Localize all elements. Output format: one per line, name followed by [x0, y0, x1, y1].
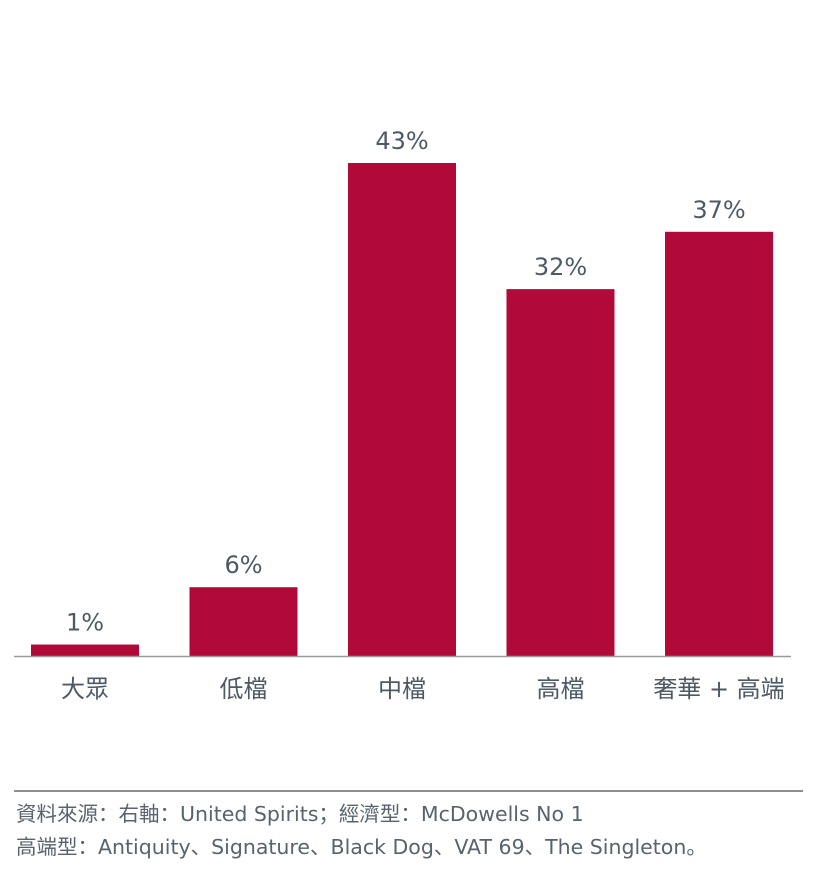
value-label-5: 37%: [692, 196, 745, 224]
bar-5: [665, 231, 773, 656]
bar-1: [31, 644, 139, 656]
footnote-source-line: 資料來源：右軸：United Spirits；經濟型：McDowells No …: [16, 802, 584, 826]
value-label-4: 32%: [534, 253, 587, 281]
value-labels-group: 1% 6% 43% 32% 37%: [66, 127, 746, 637]
category-label-1: 大眾: [61, 675, 109, 703]
category-label-2: 低檔: [220, 675, 268, 703]
category-label-5: 奢華 + 高端: [653, 675, 784, 703]
category-label-3: 中檔: [378, 675, 426, 703]
bar-2: [189, 587, 298, 656]
value-label-1: 1%: [66, 609, 104, 637]
bar-4: [506, 289, 615, 656]
category-label-4: 高檔: [537, 675, 585, 703]
bar-3: [348, 163, 456, 656]
bars-group: [31, 163, 773, 656]
footnote-divider: [14, 790, 803, 792]
value-label-3: 43%: [375, 127, 428, 155]
category-labels-group: 大眾 低檔 中檔 高檔 奢華 + 高端: [61, 675, 785, 703]
footnote-premium-line: 高端型：Antiquity、Signature、Black Dog、VAT 69…: [16, 835, 707, 859]
bar-chart: 1% 6% 43% 32% 37% 大眾 低檔 中檔 高檔 奢華 + 高端: [14, 127, 791, 703]
value-label-2: 6%: [224, 551, 262, 579]
